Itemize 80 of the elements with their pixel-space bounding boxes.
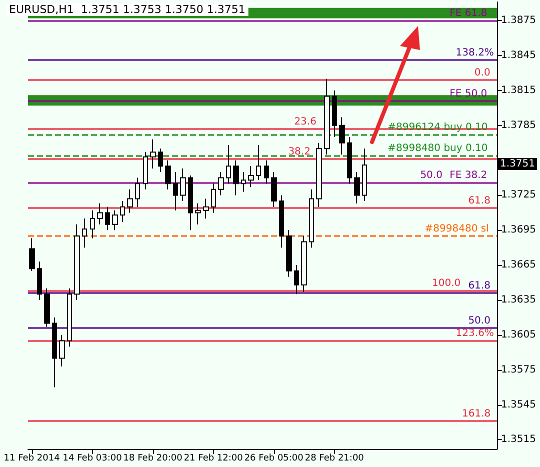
candlestick [301,235,307,292]
candlestick [309,188,314,248]
annotation: 1.3751 [500,158,535,170]
y-tick-label: 1.3665 [501,260,536,271]
candlestick [203,198,209,220]
candlestick [316,142,322,208]
candlestick [362,148,367,202]
candlestick [52,316,57,388]
candlestick [347,136,352,184]
candlestick [248,166,254,188]
candlestick [143,152,148,190]
annotation: 38.2 [288,146,310,158]
annotation: 123.6% [456,328,494,340]
candlestick [264,160,269,184]
candlestick [354,171,360,204]
candlestick [286,230,292,278]
candlestick [256,144,261,181]
candlestick [188,174,193,231]
candlestick [44,288,50,328]
candlestick [218,171,224,196]
x-tick-label: 21 Feb 12:00 [184,454,244,464]
candlestick [29,238,35,272]
y-tick-label: 1.3635 [501,294,536,306]
y-tick-label: 1.3785 [501,120,536,131]
x-tick-label: 28 Feb 21:00 [304,454,364,464]
y-tick-label: 1.3545 [501,399,536,410]
candlestick [127,188,133,214]
y-tick-label: 1.3875 [501,15,536,26]
candlestick [120,200,125,223]
candlestick [112,210,118,231]
x-tick-label: 18 Feb 20:00 [123,454,183,464]
ref-line-label: #8998480 sl [424,223,489,234]
ref-line-label: FE 38.2 [450,170,488,181]
annotation: 0.0 [474,67,490,78]
candlestick [165,160,171,190]
candlestick [59,334,65,367]
candlestick [173,171,178,211]
y-tick-label: 1.3575 [501,364,536,376]
candlestick [90,210,95,239]
x-tick-label: 11 Feb 2014 [4,454,60,464]
y-tick-label: 1.3605 [501,329,536,340]
x-tick-label: 26 Feb 05:00 [244,454,304,464]
candlestick [211,183,216,214]
ref-line-label: #8998480 buy 0.10 [388,143,488,154]
candlestick [226,144,231,184]
ref-line-label: FE 61.8 [450,8,488,20]
candlestick [332,90,337,138]
candlestick [150,138,156,169]
candlestick [37,261,42,300]
candlestick [241,171,246,192]
annotation: 50.0 [420,170,442,181]
y-tick-label: 1.3725 [501,190,536,201]
x-tick-label: 14 Feb 03:00 [62,454,122,464]
candlestick [339,116,345,155]
y-tick-label: 1.3515 [501,434,536,446]
annotation: 61.8 [468,196,490,207]
candlestick [195,202,201,225]
candlestick [74,224,80,300]
y-tick-label: 1.3845 [501,50,536,62]
y-tick-label: 1.3815 [501,84,536,96]
chart-title: EURUSD,H1 1.3751 1.3753 1.3750 1.3751 [9,3,246,16]
y-tick-label: 1.3695 [501,224,536,236]
candlestick [279,194,284,248]
candlestick [105,206,110,231]
candlestick [97,202,103,225]
annotation: 61.8 [468,280,490,292]
candlestick [67,288,72,348]
candlestick [158,148,163,172]
candlestick [324,78,330,155]
annotation: 138.2% [456,48,494,59]
annotation: 161.8 [462,408,491,420]
candlestick [82,218,87,248]
candlestick [271,171,277,208]
annotation: 100.0 [432,278,461,290]
annotation: 23.6 [294,116,316,128]
candlestick [180,168,186,202]
annotation: 50.0 [468,315,490,326]
candlestick [233,160,239,196]
candlestick [294,264,299,295]
candlestick [135,177,140,208]
